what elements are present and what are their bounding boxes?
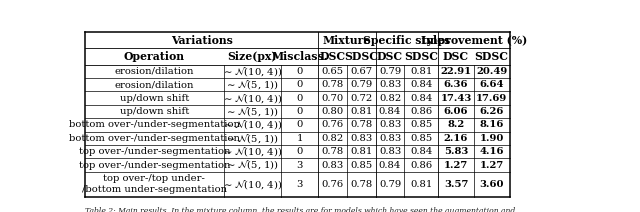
Text: Mixture: Mixture — [323, 35, 371, 46]
Text: 0.86: 0.86 — [410, 107, 432, 116]
Text: 0.65: 0.65 — [321, 67, 344, 76]
Text: Misclass.: Misclass. — [271, 51, 328, 62]
Text: SDSC: SDSC — [404, 51, 438, 62]
Text: 0.82: 0.82 — [321, 134, 344, 143]
Text: 0.84: 0.84 — [410, 93, 433, 103]
Text: Size(px): Size(px) — [228, 51, 277, 62]
Text: top over-/under-segmentation: top over-/under-segmentation — [79, 147, 230, 156]
Text: 0: 0 — [296, 107, 303, 116]
Text: 6.06: 6.06 — [444, 107, 468, 116]
Text: 0.86: 0.86 — [410, 160, 432, 170]
Text: 0.83: 0.83 — [321, 160, 344, 170]
Text: top over-/under-segmentation: top over-/under-segmentation — [79, 160, 230, 170]
Text: $\sim\mathcal{N}$(5, 1)): $\sim\mathcal{N}$(5, 1)) — [225, 105, 279, 118]
Text: 0.82: 0.82 — [379, 93, 401, 103]
Text: Variations: Variations — [171, 35, 232, 46]
Text: 6.26: 6.26 — [479, 107, 504, 116]
Text: 6.36: 6.36 — [444, 80, 468, 89]
Text: 0.78: 0.78 — [321, 147, 344, 156]
Text: 0.67: 0.67 — [350, 67, 372, 76]
Text: top over-/top under-: top over-/top under- — [104, 174, 205, 183]
Text: 0.72: 0.72 — [350, 93, 372, 103]
Text: 0.78: 0.78 — [350, 180, 372, 189]
Text: 0.84: 0.84 — [410, 147, 433, 156]
Text: 8.2: 8.2 — [447, 120, 465, 129]
Text: 0.76: 0.76 — [321, 180, 344, 189]
Text: Improvement (%): Improvement (%) — [420, 35, 527, 46]
Text: erosion/dilation: erosion/dilation — [115, 80, 194, 89]
Text: $\sim\mathcal{N}$(10, 4)): $\sim\mathcal{N}$(10, 4)) — [222, 145, 282, 158]
Text: 0.85: 0.85 — [350, 160, 372, 170]
Text: 20.49: 20.49 — [476, 67, 508, 76]
Text: 1.27: 1.27 — [444, 160, 468, 170]
Text: 0.80: 0.80 — [321, 107, 344, 116]
Text: 0.79: 0.79 — [379, 67, 401, 76]
Text: 1.90: 1.90 — [479, 134, 504, 143]
Text: bottom over-/under-segmentation: bottom over-/under-segmentation — [69, 134, 240, 143]
Text: 1: 1 — [296, 134, 303, 143]
Text: up/down shift: up/down shift — [120, 93, 189, 103]
Text: 0.79: 0.79 — [350, 80, 372, 89]
Text: /bottom under-segmentation: /bottom under-segmentation — [82, 186, 227, 194]
Text: 3.60: 3.60 — [479, 180, 504, 189]
Text: SDSC: SDSC — [344, 51, 378, 62]
Text: 0: 0 — [296, 93, 303, 103]
Text: 0.84: 0.84 — [410, 80, 433, 89]
Text: Specific styles: Specific styles — [363, 35, 451, 46]
Text: Operation: Operation — [124, 51, 185, 62]
Text: 0: 0 — [296, 120, 303, 129]
Text: 0.83: 0.83 — [350, 134, 372, 143]
Text: 0.81: 0.81 — [350, 107, 372, 116]
Text: 0.76: 0.76 — [321, 120, 344, 129]
Text: 2.16: 2.16 — [444, 134, 468, 143]
Text: $\sim\mathcal{N}$(5, 1)): $\sim\mathcal{N}$(5, 1)) — [225, 78, 279, 91]
Text: 22.91: 22.91 — [440, 67, 472, 76]
Text: 0.83: 0.83 — [379, 147, 401, 156]
Text: $\sim\mathcal{N}$(10, 4)): $\sim\mathcal{N}$(10, 4)) — [222, 65, 282, 78]
Text: up/down shift: up/down shift — [120, 107, 189, 116]
Text: 17.69: 17.69 — [476, 93, 508, 103]
Text: 3.57: 3.57 — [444, 180, 468, 189]
Text: $\sim\mathcal{N}$(10, 4)): $\sim\mathcal{N}$(10, 4)) — [222, 118, 282, 131]
Text: DSC: DSC — [443, 51, 469, 62]
Text: erosion/dilation: erosion/dilation — [115, 67, 194, 76]
Text: 1.27: 1.27 — [479, 160, 504, 170]
Text: 5.83: 5.83 — [444, 147, 468, 156]
Text: 0.85: 0.85 — [410, 134, 433, 143]
Text: 0.83: 0.83 — [379, 134, 401, 143]
Text: bottom over-/under-segmentation: bottom over-/under-segmentation — [69, 120, 240, 129]
Text: DSC: DSC — [319, 51, 346, 62]
Text: 8.16: 8.16 — [479, 120, 504, 129]
Text: 0.81: 0.81 — [410, 180, 433, 189]
Text: 0: 0 — [296, 80, 303, 89]
Text: 0: 0 — [296, 147, 303, 156]
Text: 3: 3 — [296, 160, 303, 170]
Text: 0.85: 0.85 — [410, 120, 433, 129]
Text: 3: 3 — [296, 180, 303, 189]
Text: SDSC: SDSC — [475, 51, 509, 62]
Text: 0.84: 0.84 — [379, 160, 401, 170]
Text: $\sim\mathcal{N}$(10, 4)): $\sim\mathcal{N}$(10, 4)) — [222, 92, 282, 105]
Text: DSC: DSC — [377, 51, 403, 62]
Text: 0.83: 0.83 — [379, 80, 401, 89]
Text: $\sim\mathcal{N}$(5, 1)): $\sim\mathcal{N}$(5, 1)) — [225, 132, 279, 145]
Text: 0: 0 — [296, 67, 303, 76]
Text: Table 2: Main results. In the mixture column, the results are for models which h: Table 2: Main results. In the mixture co… — [85, 207, 522, 212]
Text: $\sim\mathcal{N}$(5, 1)): $\sim\mathcal{N}$(5, 1)) — [225, 159, 279, 172]
Text: 0.81: 0.81 — [350, 147, 372, 156]
Text: 0.79: 0.79 — [379, 180, 401, 189]
Text: 0.70: 0.70 — [321, 93, 344, 103]
Text: 0.78: 0.78 — [350, 120, 372, 129]
Text: 0.81: 0.81 — [410, 67, 433, 76]
Text: 0.83: 0.83 — [379, 120, 401, 129]
Text: 6.64: 6.64 — [479, 80, 504, 89]
Text: 0.78: 0.78 — [321, 80, 344, 89]
Text: 17.43: 17.43 — [440, 93, 472, 103]
Text: 4.16: 4.16 — [479, 147, 504, 156]
Text: $\sim\mathcal{N}$(10, 4)): $\sim\mathcal{N}$(10, 4)) — [222, 178, 282, 191]
Text: 0.84: 0.84 — [379, 107, 401, 116]
